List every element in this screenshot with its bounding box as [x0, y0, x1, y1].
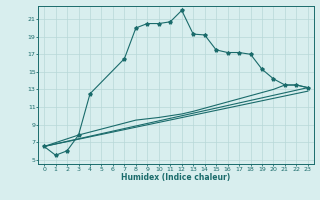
X-axis label: Humidex (Indice chaleur): Humidex (Indice chaleur)	[121, 173, 231, 182]
